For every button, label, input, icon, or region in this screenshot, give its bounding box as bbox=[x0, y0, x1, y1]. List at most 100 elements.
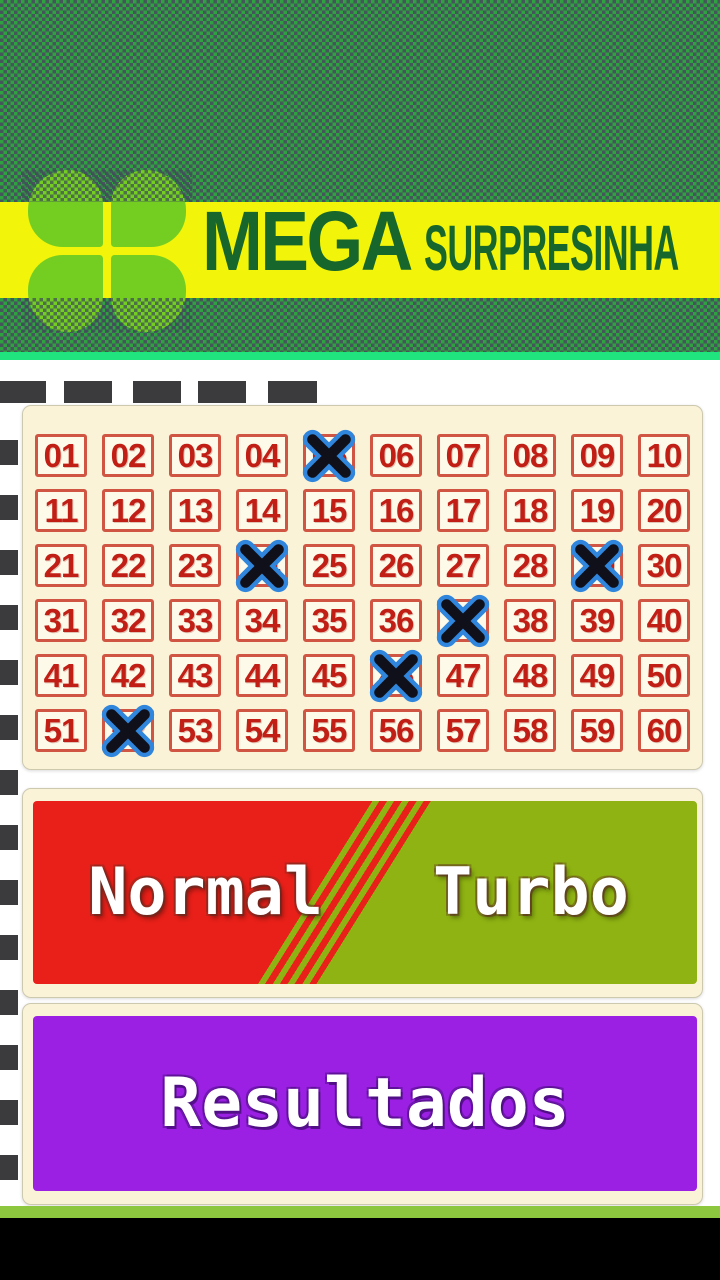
number-grid: 01 02 03 04 05 06 07 08 09 10 11 12 13 14 15 16 17 18 19 20… bbox=[22, 405, 703, 770]
number-cell-47[interactable]: 47 bbox=[437, 654, 489, 697]
number-cell-15[interactable]: 15 bbox=[303, 489, 355, 532]
filmstrip-square bbox=[0, 935, 18, 960]
filmstrip-square bbox=[0, 770, 18, 795]
cross-icon bbox=[369, 649, 423, 702]
filmstrip-square bbox=[0, 440, 18, 465]
number-cell-59[interactable]: 59 bbox=[571, 709, 623, 752]
number-cell-20[interactable]: 20 bbox=[638, 489, 690, 532]
number-cell-16[interactable]: 16 bbox=[370, 489, 422, 532]
filmstrip-square bbox=[0, 990, 18, 1015]
filmstrip-square bbox=[0, 381, 46, 403]
number-cell-46[interactable]: 46 bbox=[369, 649, 423, 702]
footer-green-bar bbox=[0, 1206, 720, 1218]
number-cell-40[interactable]: 40 bbox=[638, 599, 690, 642]
number-cell-25[interactable]: 25 bbox=[303, 544, 355, 587]
number-cell-14[interactable]: 14 bbox=[236, 489, 288, 532]
number-cell-31[interactable]: 31 bbox=[35, 599, 87, 642]
number-cell-51[interactable]: 51 bbox=[35, 709, 87, 752]
filmstrip-square bbox=[0, 495, 18, 520]
filmstrip-square bbox=[0, 660, 18, 685]
filmstrip-square bbox=[0, 1045, 18, 1070]
filmstrip-square bbox=[0, 550, 18, 575]
footer-black-bar bbox=[0, 1218, 720, 1280]
number-cell-39[interactable]: 39 bbox=[571, 599, 623, 642]
filmstrip-square bbox=[64, 381, 112, 403]
clover-icon bbox=[22, 170, 192, 332]
number-cell-05[interactable]: 05 bbox=[302, 429, 356, 482]
mode-panel: Normal Turbo bbox=[22, 788, 703, 998]
number-cell-52[interactable]: 52 bbox=[101, 704, 155, 757]
halftone-overlay bbox=[22, 298, 192, 332]
number-cell-32[interactable]: 32 bbox=[102, 599, 154, 642]
number-cell-10[interactable]: 10 bbox=[638, 434, 690, 477]
turbo-button[interactable]: Turbo bbox=[433, 855, 629, 930]
number-cell-21[interactable]: 21 bbox=[35, 544, 87, 587]
number-cell-12[interactable]: 12 bbox=[102, 489, 154, 532]
number-cell-04[interactable]: 04 bbox=[236, 434, 288, 477]
number-cell-26[interactable]: 26 bbox=[370, 544, 422, 587]
number-cell-07[interactable]: 07 bbox=[437, 434, 489, 477]
number-cell-09[interactable]: 09 bbox=[571, 434, 623, 477]
number-cell-02[interactable]: 02 bbox=[102, 434, 154, 477]
number-cell-56[interactable]: 56 bbox=[370, 709, 422, 752]
number-cell-08[interactable]: 08 bbox=[504, 434, 556, 477]
number-cell-28[interactable]: 28 bbox=[504, 544, 556, 587]
header-halftone-top bbox=[0, 0, 720, 202]
filmstrip-square bbox=[0, 1155, 18, 1180]
normal-button[interactable]: Normal bbox=[88, 855, 324, 930]
number-cell-36[interactable]: 36 bbox=[370, 599, 422, 642]
cross-icon bbox=[436, 594, 490, 647]
number-cell-50[interactable]: 50 bbox=[638, 654, 690, 697]
number-cell-33[interactable]: 33 bbox=[169, 599, 221, 642]
filmstrip-square bbox=[133, 381, 181, 403]
halftone-overlay bbox=[22, 170, 192, 202]
cross-icon bbox=[101, 704, 155, 757]
number-cell-54[interactable]: 54 bbox=[236, 709, 288, 752]
number-cell-03[interactable]: 03 bbox=[169, 434, 221, 477]
number-cell-57[interactable]: 57 bbox=[437, 709, 489, 752]
filmstrip-square bbox=[0, 605, 18, 630]
filmstrip-square bbox=[198, 381, 246, 403]
number-cell-13[interactable]: 13 bbox=[169, 489, 221, 532]
cross-icon bbox=[302, 429, 356, 482]
number-cell-19[interactable]: 19 bbox=[571, 489, 623, 532]
results-panel: Resultados bbox=[22, 1003, 703, 1205]
number-cell-44[interactable]: 44 bbox=[236, 654, 288, 697]
number-cell-58[interactable]: 58 bbox=[504, 709, 556, 752]
number-cell-27[interactable]: 27 bbox=[437, 544, 489, 587]
number-cell-60[interactable]: 60 bbox=[638, 709, 690, 752]
filmstrip-square bbox=[0, 1100, 18, 1125]
app-title: MEGA SURPRESINHA bbox=[202, 199, 720, 298]
filmstrip-square bbox=[0, 715, 18, 740]
number-cell-29[interactable]: 29 bbox=[570, 539, 624, 592]
number-cell-22[interactable]: 22 bbox=[102, 544, 154, 587]
number-cell-53[interactable]: 53 bbox=[169, 709, 221, 752]
number-cell-43[interactable]: 43 bbox=[169, 654, 221, 697]
number-cell-23[interactable]: 23 bbox=[169, 544, 221, 587]
results-button[interactable]: Resultados bbox=[33, 1016, 697, 1191]
number-cell-35[interactable]: 35 bbox=[303, 599, 355, 642]
number-cell-42[interactable]: 42 bbox=[102, 654, 154, 697]
cross-icon bbox=[570, 539, 624, 592]
number-cell-38[interactable]: 38 bbox=[504, 599, 556, 642]
number-cell-48[interactable]: 48 bbox=[504, 654, 556, 697]
filmstrip-square bbox=[0, 880, 18, 905]
number-cell-30[interactable]: 30 bbox=[638, 544, 690, 587]
number-cell-24[interactable]: 24 bbox=[235, 539, 289, 592]
number-cell-17[interactable]: 17 bbox=[437, 489, 489, 532]
number-cell-11[interactable]: 11 bbox=[35, 489, 87, 532]
number-cell-37[interactable]: 37 bbox=[436, 594, 490, 647]
app-title-secondary: SURPRESINHA bbox=[424, 212, 679, 284]
number-cell-55[interactable]: 55 bbox=[303, 709, 355, 752]
number-cell-18[interactable]: 18 bbox=[504, 489, 556, 532]
filmstrip-square bbox=[268, 381, 317, 403]
number-cell-45[interactable]: 45 bbox=[303, 654, 355, 697]
number-cell-49[interactable]: 49 bbox=[571, 654, 623, 697]
number-cell-34[interactable]: 34 bbox=[236, 599, 288, 642]
mode-split-button: Normal Turbo bbox=[33, 801, 697, 984]
filmstrip-square bbox=[0, 825, 18, 850]
number-cell-41[interactable]: 41 bbox=[35, 654, 87, 697]
number-cell-01[interactable]: 01 bbox=[35, 434, 87, 477]
number-cell-06[interactable]: 06 bbox=[370, 434, 422, 477]
